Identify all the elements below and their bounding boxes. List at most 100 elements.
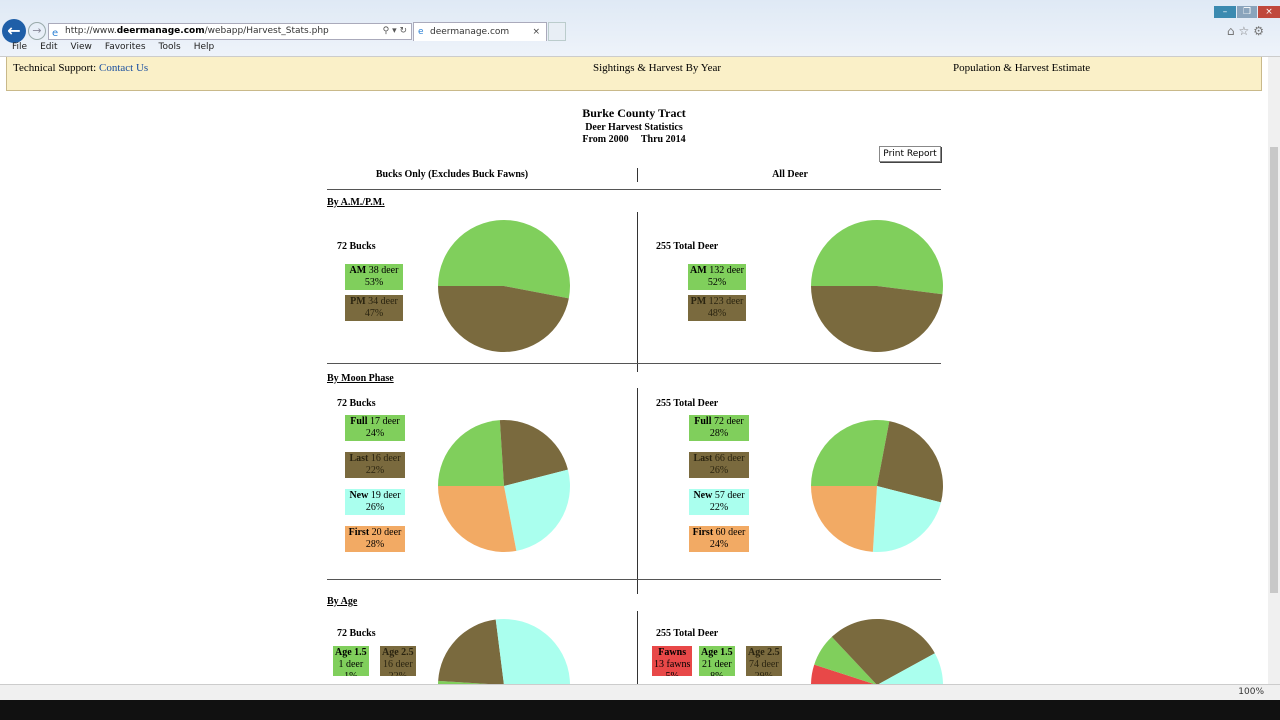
pie-slice-pm <box>438 286 569 353</box>
count-label: 255 Total Deer <box>656 241 719 252</box>
divider <box>327 363 941 364</box>
legend-percent: 22% <box>709 502 729 513</box>
legend-age-2-5: Age 2.574 deer29% <box>746 646 782 676</box>
restore-button[interactable]: ❐ <box>1237 6 1257 18</box>
legend-percent: 53% <box>364 277 384 288</box>
count-label: 72 Bucks <box>337 398 376 409</box>
legend-count: 132 deer <box>709 265 744 276</box>
pie-slice-other <box>878 653 943 684</box>
close-window-button[interactable]: × <box>1258 6 1280 18</box>
ie-icon: e <box>418 27 424 37</box>
support-link-group: Technical Support: Contact Us <box>13 62 148 74</box>
population-link[interactable]: Population & Harvest Estimate <box>953 62 1091 74</box>
minimize-button[interactable]: – <box>1214 6 1236 18</box>
legend-percent: 22% <box>365 465 385 476</box>
back-button[interactable]: ← <box>2 19 26 43</box>
forward-button[interactable]: → <box>28 22 46 40</box>
legend-key: Full <box>694 416 712 427</box>
legend-percent: 28% <box>709 428 729 439</box>
pie-slice-age-2-5 <box>831 619 935 684</box>
legend-key: Age 2.5 <box>748 647 780 658</box>
legend-key: First <box>348 527 370 538</box>
section-title: By Moon Phase <box>327 373 394 384</box>
menu-file[interactable]: File <box>12 42 28 52</box>
legend-count: 21 deer <box>701 659 732 670</box>
legend-key: AM <box>690 265 707 276</box>
legend-new: New 57 deer 22% <box>689 489 749 515</box>
pie-slice-first <box>438 486 517 552</box>
legend-key: Full <box>350 416 368 427</box>
page-viewport: Technical Support: Contact Us Sightings … <box>0 57 1268 684</box>
legend-key: New <box>693 490 713 501</box>
browser-tab[interactable]: e deermanage.com × <box>413 22 547 41</box>
close-tab-icon[interactable]: × <box>532 27 540 37</box>
menu-favorites[interactable]: Favorites <box>104 42 146 52</box>
legend-key: First <box>692 527 714 538</box>
report-range: From 2000 Thru 2014 <box>582 134 686 145</box>
legend-percent: 22% <box>382 671 414 676</box>
legend-count: 123 deer <box>708 296 744 307</box>
legend-count: 1 deer <box>338 659 364 670</box>
legend-count: 66 deer <box>714 453 745 464</box>
legend-first: First 60 deer 24% <box>689 526 749 552</box>
legend-percent: 52% <box>707 277 727 288</box>
legend-count: 74 deer <box>748 659 779 670</box>
legend-count: 20 deer <box>371 527 402 538</box>
legend-count: 17 deer <box>370 416 400 427</box>
legend-percent: 5% <box>654 671 690 676</box>
menu-bar: File Edit View Favorites Tools Help <box>0 42 227 56</box>
menu-tools[interactable]: Tools <box>158 42 181 52</box>
url-prefix: http://www. <box>65 26 117 36</box>
pie-chart-left <box>438 420 570 552</box>
legend-last: Last 16 deer 22% <box>345 452 405 478</box>
tab-title: deermanage.com <box>430 27 510 37</box>
taskbar <box>0 700 1280 720</box>
divider <box>327 579 941 580</box>
count-label: 255 Total Deer <box>656 398 719 409</box>
legend-key: Last <box>693 453 713 464</box>
legend-key: PM <box>350 296 366 307</box>
legend-count: 16 deer <box>370 453 401 464</box>
sightings-link[interactable]: Sightings & Harvest By Year <box>593 62 722 74</box>
menu-view[interactable]: View <box>70 42 92 52</box>
legend-percent: 29% <box>748 671 780 676</box>
status-bar: 100% <box>0 684 1280 700</box>
pie-slice-other <box>495 619 570 684</box>
legend-count: 16 deer <box>382 659 413 670</box>
pie-slice-first <box>811 486 877 552</box>
pie-chart-left <box>438 220 570 353</box>
legend-percent: 1% <box>335 671 367 676</box>
legend-count: 13 fawns <box>654 659 691 670</box>
legend-percent: 47% <box>364 308 384 319</box>
print-report-button[interactable]: Print Report <box>879 146 941 162</box>
legend-age-1-5: Age 1.521 deer8% <box>699 646 735 676</box>
divider <box>637 212 638 372</box>
count-label: 255 Total Deer <box>656 628 719 639</box>
section-title: By Age <box>327 596 358 607</box>
legend-count: 57 deer <box>714 490 745 501</box>
col-header-all: All Deer <box>772 169 808 180</box>
pie-slice-pm <box>811 286 943 353</box>
legend-am: AM 38 deer 53% <box>345 264 403 290</box>
url-domain: deermanage.com <box>116 26 205 36</box>
vertical-scrollbar[interactable] <box>1268 57 1280 684</box>
legend-count: 60 deer <box>715 527 746 538</box>
scrollbar-thumb[interactable] <box>1270 147 1278 593</box>
legend-full: Full 72 deer 28% <box>689 415 749 441</box>
contact-us-link[interactable]: Contact Us <box>99 62 149 74</box>
address-bar[interactable]: e http://www.deermanage.com/webapp/Harves… <box>48 23 412 40</box>
menu-edit[interactable]: Edit <box>40 42 58 52</box>
zoom-level[interactable]: 100% <box>1238 687 1264 697</box>
search-refresh-icons[interactable]: ⚲ ▾ ↻ <box>382 26 407 36</box>
legend-first: First 20 deer 28% <box>345 526 405 552</box>
pie-slice-am <box>438 220 570 299</box>
menu-help[interactable]: Help <box>193 42 215 52</box>
nav-bar: Technical Support: Contact Us Sightings … <box>6 57 1262 91</box>
legend-percent: 26% <box>365 502 385 513</box>
legend-count: 34 deer <box>368 296 398 307</box>
new-tab-button[interactable] <box>548 22 566 41</box>
home-favorites-settings-icons[interactable]: ⌂☆⚙ <box>1226 24 1268 38</box>
